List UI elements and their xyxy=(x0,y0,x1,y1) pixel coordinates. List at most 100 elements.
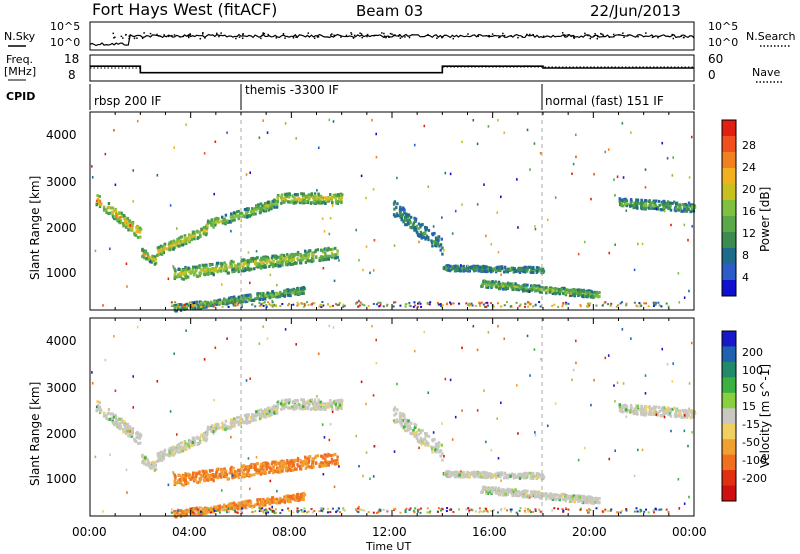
power-cell xyxy=(653,207,657,211)
power-cell xyxy=(213,192,216,196)
power-cell xyxy=(306,201,310,205)
power-cell xyxy=(690,135,693,139)
velocity-cell xyxy=(329,399,332,403)
power-cell xyxy=(336,304,339,307)
power-cell xyxy=(304,252,307,256)
power-cell xyxy=(652,199,655,203)
power-cell xyxy=(206,219,210,223)
velocity-cb-tick-m100: -100 xyxy=(742,454,767,467)
power-cell xyxy=(234,304,237,307)
velocity-cell xyxy=(178,481,181,485)
velocity-cell xyxy=(138,434,142,438)
noise-search-point xyxy=(584,32,586,35)
velocity-cell xyxy=(202,510,205,514)
velocity-cell xyxy=(193,507,196,511)
velocity-cell xyxy=(296,464,300,468)
power-cell xyxy=(486,283,490,287)
power-cell xyxy=(587,291,590,295)
power-cell xyxy=(180,235,184,239)
power-cell xyxy=(618,199,621,203)
power-cell xyxy=(533,142,536,145)
velocity-cell xyxy=(489,475,492,479)
power-cell xyxy=(525,286,528,290)
power-cell xyxy=(524,270,527,274)
velocity-cell xyxy=(317,398,320,402)
power-cell xyxy=(429,301,432,304)
power-cell xyxy=(482,303,485,306)
velocity-cell xyxy=(435,444,438,448)
power-cell xyxy=(657,199,661,203)
velocity-cell xyxy=(244,506,247,510)
velocity-cell xyxy=(205,471,208,475)
velocity-cell xyxy=(320,407,324,411)
power-cell xyxy=(232,301,235,305)
power-cell xyxy=(170,304,173,307)
power-cell xyxy=(131,221,135,225)
power-cell xyxy=(276,264,280,268)
power-cell xyxy=(107,201,111,205)
velocity-cell xyxy=(265,467,269,471)
power-cell xyxy=(585,305,588,308)
velocity-cell xyxy=(192,509,195,513)
velocity-cell xyxy=(280,466,284,470)
power-cell xyxy=(281,263,284,267)
power-cell xyxy=(240,269,243,273)
power-cell xyxy=(280,201,283,205)
power-cell xyxy=(260,296,263,300)
power-cell xyxy=(363,304,366,307)
power-cell xyxy=(130,228,133,232)
power-cell xyxy=(613,178,615,181)
noise-search-point xyxy=(587,34,589,37)
power-cell xyxy=(673,200,676,204)
velocity-cell xyxy=(206,430,209,434)
power-cell xyxy=(168,241,171,245)
power-cell xyxy=(504,283,507,287)
velocity-cell xyxy=(299,460,302,464)
velocity-cell xyxy=(249,501,252,505)
noise-search-point xyxy=(398,33,401,36)
power-cell xyxy=(587,289,591,293)
power-cell xyxy=(263,301,266,304)
power-cell xyxy=(183,237,186,241)
velocity-cell xyxy=(195,480,199,484)
power-cell xyxy=(251,303,254,306)
velocity-cell xyxy=(327,460,330,464)
velocity-cell xyxy=(327,405,331,409)
power-cell xyxy=(518,305,521,308)
velocity-cell xyxy=(184,444,188,448)
velocity-cell xyxy=(415,430,418,434)
power-cell xyxy=(567,288,570,292)
power-cell xyxy=(328,118,331,122)
power-cell xyxy=(320,257,323,261)
velocity-cell xyxy=(112,415,116,419)
power-cell xyxy=(161,250,164,254)
velocity-cb-tick-100: 100 xyxy=(742,364,763,377)
velocity-cell xyxy=(334,459,337,463)
velocity-cell xyxy=(246,465,250,469)
power-cell xyxy=(497,280,501,284)
velocity-cell xyxy=(98,411,102,415)
power-cell xyxy=(175,227,178,230)
power-cell xyxy=(296,250,300,254)
velocity-cell xyxy=(259,472,263,476)
velocity-cell xyxy=(224,475,228,479)
noise-search-point xyxy=(399,37,402,39)
power-cell xyxy=(241,213,244,217)
velocity-cell xyxy=(435,450,438,454)
noise-search-point xyxy=(427,33,429,36)
power-cell xyxy=(630,199,633,203)
power-cell xyxy=(284,196,287,200)
noise-search-point xyxy=(149,32,152,35)
velocity-cell xyxy=(273,460,276,464)
power-cell xyxy=(199,301,202,304)
velocity-cell xyxy=(250,419,253,423)
power-cell xyxy=(242,298,245,302)
velocity-cell xyxy=(217,423,220,427)
power-cell xyxy=(577,252,580,256)
velocity-cell xyxy=(143,458,146,462)
power-cell xyxy=(506,281,510,285)
power-cell xyxy=(658,203,661,207)
power-cell xyxy=(687,201,691,205)
noise-search-point xyxy=(442,35,444,38)
power-cell xyxy=(620,204,623,208)
